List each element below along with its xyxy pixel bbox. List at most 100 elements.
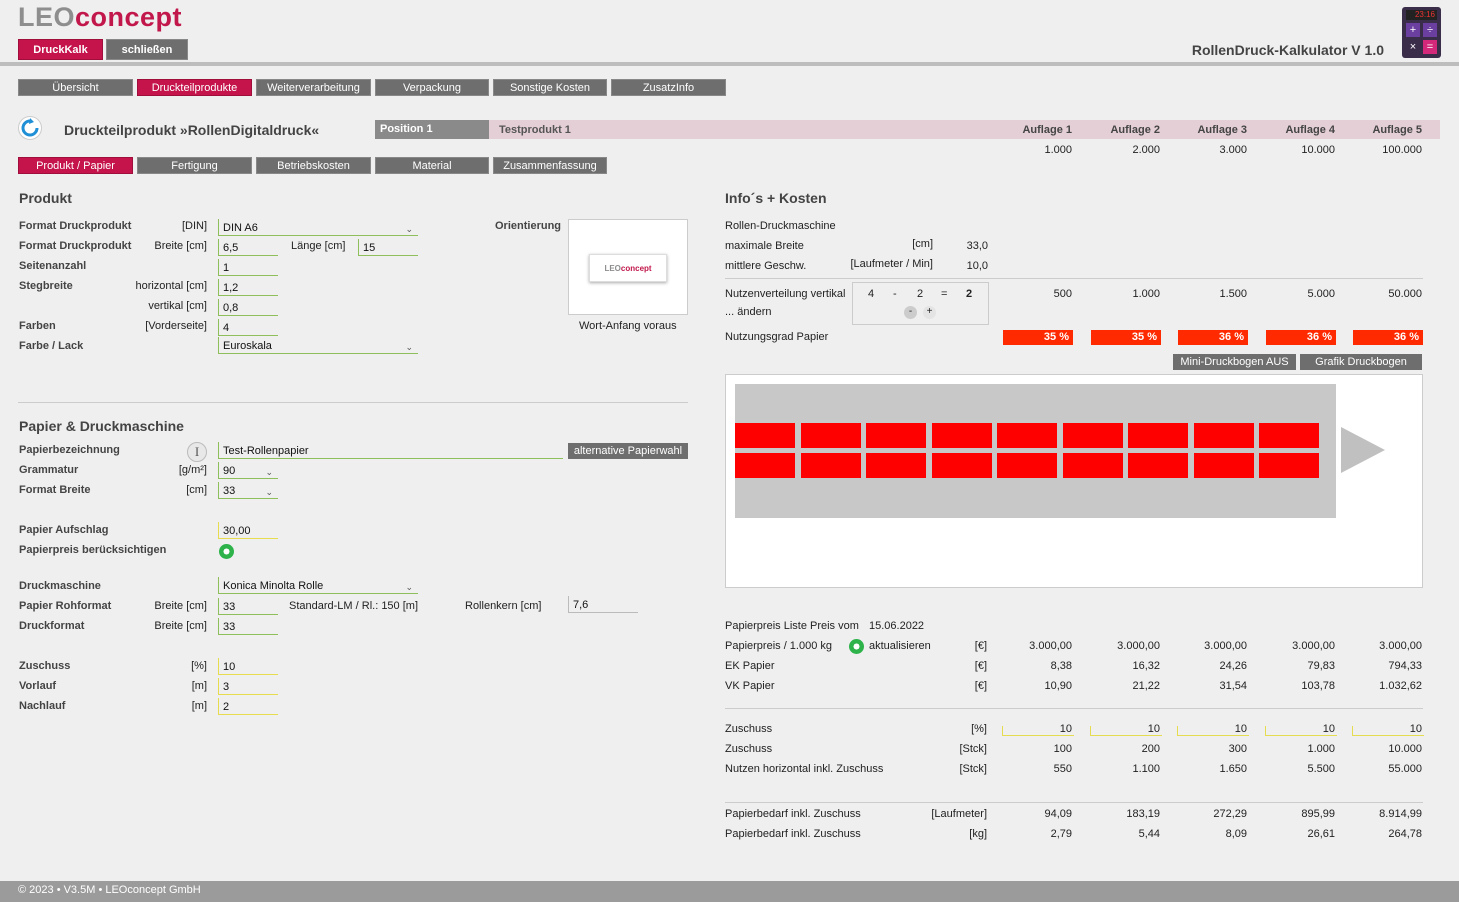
tab-sonstige-kosten[interactable]: Sonstige Kosten <box>493 79 607 96</box>
seiten-label: Seitenanzahl <box>19 260 87 272</box>
info-icon[interactable]: I <box>187 442 207 462</box>
farben-input[interactable]: 4 <box>218 319 278 336</box>
subtab-produkt-papier[interactable]: Produkt / Papier <box>18 157 133 174</box>
calculator-icon[interactable]: 23:16 + ÷ × = <box>1402 7 1441 58</box>
row-value: 103,78 <box>1301 680 1335 692</box>
steg-h-input[interactable]: 1,2 <box>218 279 278 296</box>
auflage-4-label: Auflage 4 <box>1285 124 1335 136</box>
nutzen-c: 2 <box>966 288 973 300</box>
max-breite-unit: [cm] <box>912 238 933 250</box>
speed-value: 10,0 <box>966 260 988 272</box>
nutzungsgrad-badge-1: 35 % <box>1003 330 1073 345</box>
nutzen-box <box>852 282 989 325</box>
schliessen-button[interactable]: schließen <box>106 39 188 60</box>
alternative-papierwahl-button[interactable]: alternative Papierwahl <box>568 443 688 459</box>
steg-v-input[interactable]: 0,8 <box>218 299 278 316</box>
row-value: 26,61 <box>1307 828 1335 840</box>
subtab-betriebskosten[interactable]: Betriebskosten <box>256 157 371 174</box>
auflage-4-value: 10.000 <box>1301 144 1335 156</box>
orientation-preview[interactable]: LEOconcept <box>568 219 688 315</box>
papier-heading: Papier & Druckmaschine <box>19 418 184 434</box>
row-label: Zuschuss <box>725 723 773 735</box>
row-value: 10,90 <box>1044 680 1072 692</box>
row-unit: [€] <box>974 680 987 692</box>
breite-input[interactable]: 6,5 <box>218 239 278 256</box>
grammatur-value: 90 <box>223 465 236 477</box>
format-select[interactable]: DIN A6 ⌄ <box>218 219 418 236</box>
nutzen-cell <box>1259 453 1319 478</box>
mini-druckbogen-button[interactable]: Mini-Druckbogen AUS <box>1173 354 1296 370</box>
refresh-icon[interactable] <box>18 116 42 140</box>
laenge-input[interactable]: 15 <box>358 239 418 256</box>
row-unit: [Stck] <box>959 743 987 755</box>
zuschuss-input-underline[interactable] <box>1352 726 1424 736</box>
orientation-thumb-logo: LEOconcept <box>589 254 667 282</box>
format-breite-select[interactable]: 33 ⌄ <box>218 482 278 499</box>
produkt-heading: Produkt <box>19 190 72 206</box>
tab-druckteilprodukte[interactable]: Druckteilprodukte <box>137 79 252 96</box>
chevron-down-icon: ⌄ <box>265 467 273 477</box>
row-label: Papierbedarf inkl. Zuschuss <box>725 828 861 840</box>
row-value: 794,33 <box>1388 660 1422 672</box>
position-label: Position 1 <box>375 120 489 139</box>
laenge-label: Länge [cm] <box>291 240 346 252</box>
zuschuss-input-underline[interactable] <box>1177 726 1249 736</box>
zuschuss-input-underline[interactable] <box>1090 726 1162 736</box>
grafik-druckbogen-button[interactable]: Grafik Druckbogen <box>1300 354 1422 370</box>
nutzungsgrad-badge-4: 36 % <box>1266 330 1336 345</box>
tab-uebersicht[interactable]: Übersicht <box>18 79 133 96</box>
vorlauf-input[interactable]: 3 <box>218 678 278 695</box>
row-value: 31,54 <box>1219 680 1247 692</box>
nutzen-cell <box>866 453 926 478</box>
chevron-down-icon: ⌄ <box>265 487 273 497</box>
row-label: VK Papier <box>725 680 775 692</box>
aufschlag-input[interactable]: 30,00 <box>218 522 278 539</box>
rollenkern-input[interactable]: 7,6 <box>568 596 638 613</box>
druckkalk-button[interactable]: DruckKalk <box>18 39 103 60</box>
nachlauf-input[interactable]: 2 <box>218 698 278 715</box>
nutzen-label: Nutzenverteilung vertikal <box>725 288 846 300</box>
nutzen-cell <box>1128 453 1188 478</box>
subtab-material[interactable]: Material <box>375 157 489 174</box>
nutzen-cell <box>1062 423 1123 448</box>
nutzen-a: 4 <box>868 288 875 300</box>
seiten-input[interactable]: 1 <box>218 259 278 276</box>
max-breite-value: 33,0 <box>966 240 988 252</box>
tab-weiterverarbeitung[interactable]: Weiterverarbeitung <box>256 79 371 96</box>
aktualisieren-link[interactable]: aktualisieren <box>869 640 931 652</box>
grammatur-select[interactable]: 90 ⌄ <box>218 462 278 479</box>
papierbezeichnung-input[interactable]: Test-Rollenpapier <box>218 442 563 459</box>
tab-zusatzinfo[interactable]: ZusatzInfo <box>611 79 726 96</box>
row-label: Papierbedarf inkl. Zuschuss <box>725 808 861 820</box>
rohformat-input[interactable]: 33 <box>218 598 278 615</box>
nutzen-cell <box>931 453 992 478</box>
row-value: 2,79 <box>1050 828 1072 840</box>
row-value: 3.000,00 <box>1379 640 1422 652</box>
druckbogen-preview <box>725 374 1423 588</box>
checkbox-checked-icon[interactable] <box>219 544 234 559</box>
nutzungsgrad-badge-3: 36 % <box>1178 330 1248 345</box>
subtab-fertigung[interactable]: Fertigung <box>137 157 252 174</box>
leoconcept-logo: LEOconcept <box>18 2 183 32</box>
zuschuss-input-underline[interactable] <box>1002 726 1074 736</box>
tab-verpackung[interactable]: Verpackung <box>375 79 489 96</box>
auflage-1-value: 1.000 <box>1044 144 1072 156</box>
refresh-price-icon[interactable] <box>849 639 864 654</box>
row-value: 5,44 <box>1138 828 1160 840</box>
subtab-zusammenfassung[interactable]: Zusammenfassung <box>493 157 607 174</box>
nutzungsgrad-badge-5: 36 % <box>1353 330 1423 345</box>
stepper-plus-button[interactable]: + <box>923 306 936 319</box>
product-title: Druckteilprodukt »RollenDigitaldruck« <box>64 122 320 138</box>
farbe-lack-select[interactable]: Euroskala ⌄ <box>218 337 418 354</box>
zuschuss-input-underline[interactable] <box>1265 726 1337 736</box>
nutzen-cell <box>1259 423 1319 448</box>
play-arrow-icon <box>1341 427 1385 473</box>
zuschuss-input[interactable]: 10 <box>218 658 278 675</box>
row-value: 100 <box>1053 743 1072 755</box>
druckformat-input[interactable]: 33 <box>218 618 278 635</box>
druckmaschine-select[interactable]: Konica Minolta Rolle ⌄ <box>218 577 418 594</box>
format-breite-label: Format Breite <box>19 484 91 496</box>
row-value: 55.000 <box>1388 763 1422 775</box>
stepper-minus-button[interactable]: - <box>904 306 917 319</box>
row-unit: [€] <box>974 660 987 672</box>
